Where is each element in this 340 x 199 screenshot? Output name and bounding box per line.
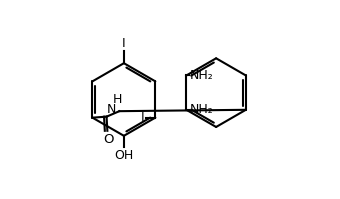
Text: N: N (106, 103, 116, 116)
Text: I: I (122, 37, 126, 50)
Text: OH: OH (114, 149, 134, 162)
Text: H: H (113, 93, 122, 106)
Text: NH₂: NH₂ (190, 103, 214, 116)
Text: I: I (141, 111, 144, 124)
Text: NH₂: NH₂ (190, 69, 214, 82)
Text: O: O (103, 133, 114, 146)
